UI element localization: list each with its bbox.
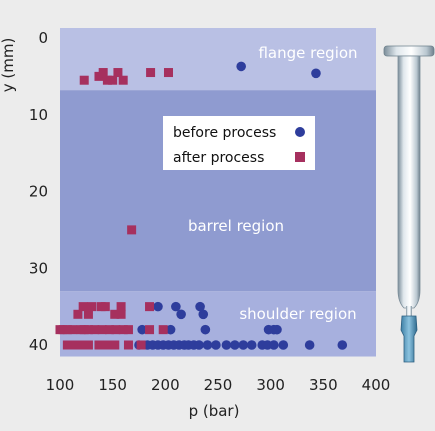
- x-axis-label: p (bar): [189, 402, 240, 420]
- before-process-point-35: [171, 301, 181, 312]
- after-process-point-34: [123, 340, 133, 350]
- flange-region-label: flange region: [258, 44, 357, 62]
- after-process-point-17: [90, 325, 100, 335]
- after-process-point-40: [78, 302, 88, 312]
- after-process-point-24: [158, 325, 168, 335]
- before-process-point-25: [337, 340, 348, 350]
- y-tick-label-20: 20: [29, 183, 48, 201]
- after-process-point-23: [145, 325, 155, 335]
- after-process-point-25: [62, 340, 72, 350]
- after-process-point-13: [68, 325, 78, 335]
- x-tick-label-400: 400: [362, 376, 391, 394]
- after-process-point-41: [87, 302, 97, 312]
- after-process-point-6: [118, 75, 128, 85]
- barrel-region-label: barrel region: [188, 217, 284, 235]
- after-process-point-5: [113, 68, 123, 78]
- after-process-point-16: [83, 325, 93, 335]
- y-axis-ticks: 0 10 20 30 40: [29, 29, 48, 354]
- before-process-point-28: [200, 324, 211, 335]
- before-process-point-27: [165, 324, 176, 335]
- syringe-flange: [383, 45, 435, 57]
- before-process-point-16: [221, 340, 232, 350]
- after-process-point-2: [98, 68, 108, 78]
- y-tick-label-10: 10: [29, 106, 48, 124]
- after-process-point-33: [110, 340, 120, 350]
- after-process-point-30: [94, 340, 104, 350]
- after-process-point-31: [99, 340, 109, 350]
- after-process-point-18: [97, 325, 107, 335]
- after-process-point-19: [105, 325, 115, 335]
- x-tick-label-250: 250: [204, 376, 233, 394]
- before-process-point-34: [153, 301, 163, 312]
- after-process-point-22: [123, 325, 133, 335]
- before-process-point-26: [137, 324, 147, 335]
- legend-label-after-process: after process: [173, 150, 264, 166]
- x-axis-ticks: 100 150 200 250 300 350 400: [46, 376, 391, 394]
- y-tick-label-30: 30: [29, 259, 48, 277]
- x-tick-label-300: 300: [256, 376, 285, 394]
- x-tick-label-350: 350: [309, 376, 338, 394]
- before-process-point-33: [198, 309, 209, 320]
- after-process-point-3: [102, 75, 112, 85]
- before-process-point-32: [176, 309, 186, 320]
- before-process-point-14: [202, 340, 213, 350]
- after-process-point-8: [163, 68, 173, 78]
- before-process-point-24: [304, 340, 315, 350]
- after-process-point-35: [136, 340, 146, 350]
- x-tick-label-100: 100: [46, 376, 75, 394]
- y-tick-label-40: 40: [29, 336, 48, 354]
- syringe-tip-cap: [400, 315, 418, 363]
- legend-marker-after-process: [295, 152, 305, 162]
- before-process-point-1: [311, 68, 321, 79]
- after-process-point-45: [145, 302, 155, 312]
- after-process-point-37: [83, 309, 93, 319]
- y-axis-label: y (mm): [0, 38, 17, 93]
- before-process-point-31: [272, 324, 282, 335]
- after-process-point-36: [73, 309, 83, 319]
- before-process-point-22: [269, 340, 279, 350]
- legend: before process after process: [163, 116, 315, 170]
- before-process-point-23: [278, 340, 289, 350]
- legend-box: [163, 116, 315, 170]
- syringe-neck: [406, 306, 412, 316]
- shoulder-region-label: shoulder region: [239, 305, 356, 323]
- x-tick-label-150: 150: [98, 376, 127, 394]
- after-process-point-38: [110, 309, 120, 319]
- after-process-point-43: [100, 302, 110, 312]
- after-process-point-4: [108, 75, 118, 85]
- before-process-point-13: [194, 340, 204, 350]
- after-process-point-27: [73, 340, 83, 350]
- legend-label-before-process: before process: [173, 125, 276, 141]
- legend-marker-before-process: [295, 127, 305, 137]
- after-process-point-39: [116, 309, 126, 319]
- before-process-point-0: [236, 61, 246, 72]
- before-process-point-17: [230, 340, 240, 350]
- after-process-point-21: [118, 325, 128, 335]
- after-process-point-12: [62, 325, 72, 335]
- before-process-point-15: [211, 340, 221, 350]
- after-process-point-26: [68, 340, 78, 350]
- after-process-point-44: [116, 302, 126, 312]
- after-process-point-0: [79, 75, 89, 85]
- before-process-point-19: [246, 340, 257, 350]
- before-process-point-36: [195, 301, 205, 312]
- x-tick-label-200: 200: [151, 376, 180, 394]
- after-process-point-29: [83, 340, 93, 350]
- after-process-point-20: [111, 325, 121, 335]
- data-points: [55, 61, 348, 350]
- syringe-illustration: [383, 45, 435, 363]
- syringe-barrel: [397, 55, 421, 309]
- after-process-point-7: [146, 68, 156, 78]
- before-process-point-18: [238, 340, 249, 350]
- after-process-point-32: [105, 340, 115, 350]
- y-tick-label-0: 0: [38, 29, 48, 47]
- after-process-point-9: [127, 225, 137, 235]
